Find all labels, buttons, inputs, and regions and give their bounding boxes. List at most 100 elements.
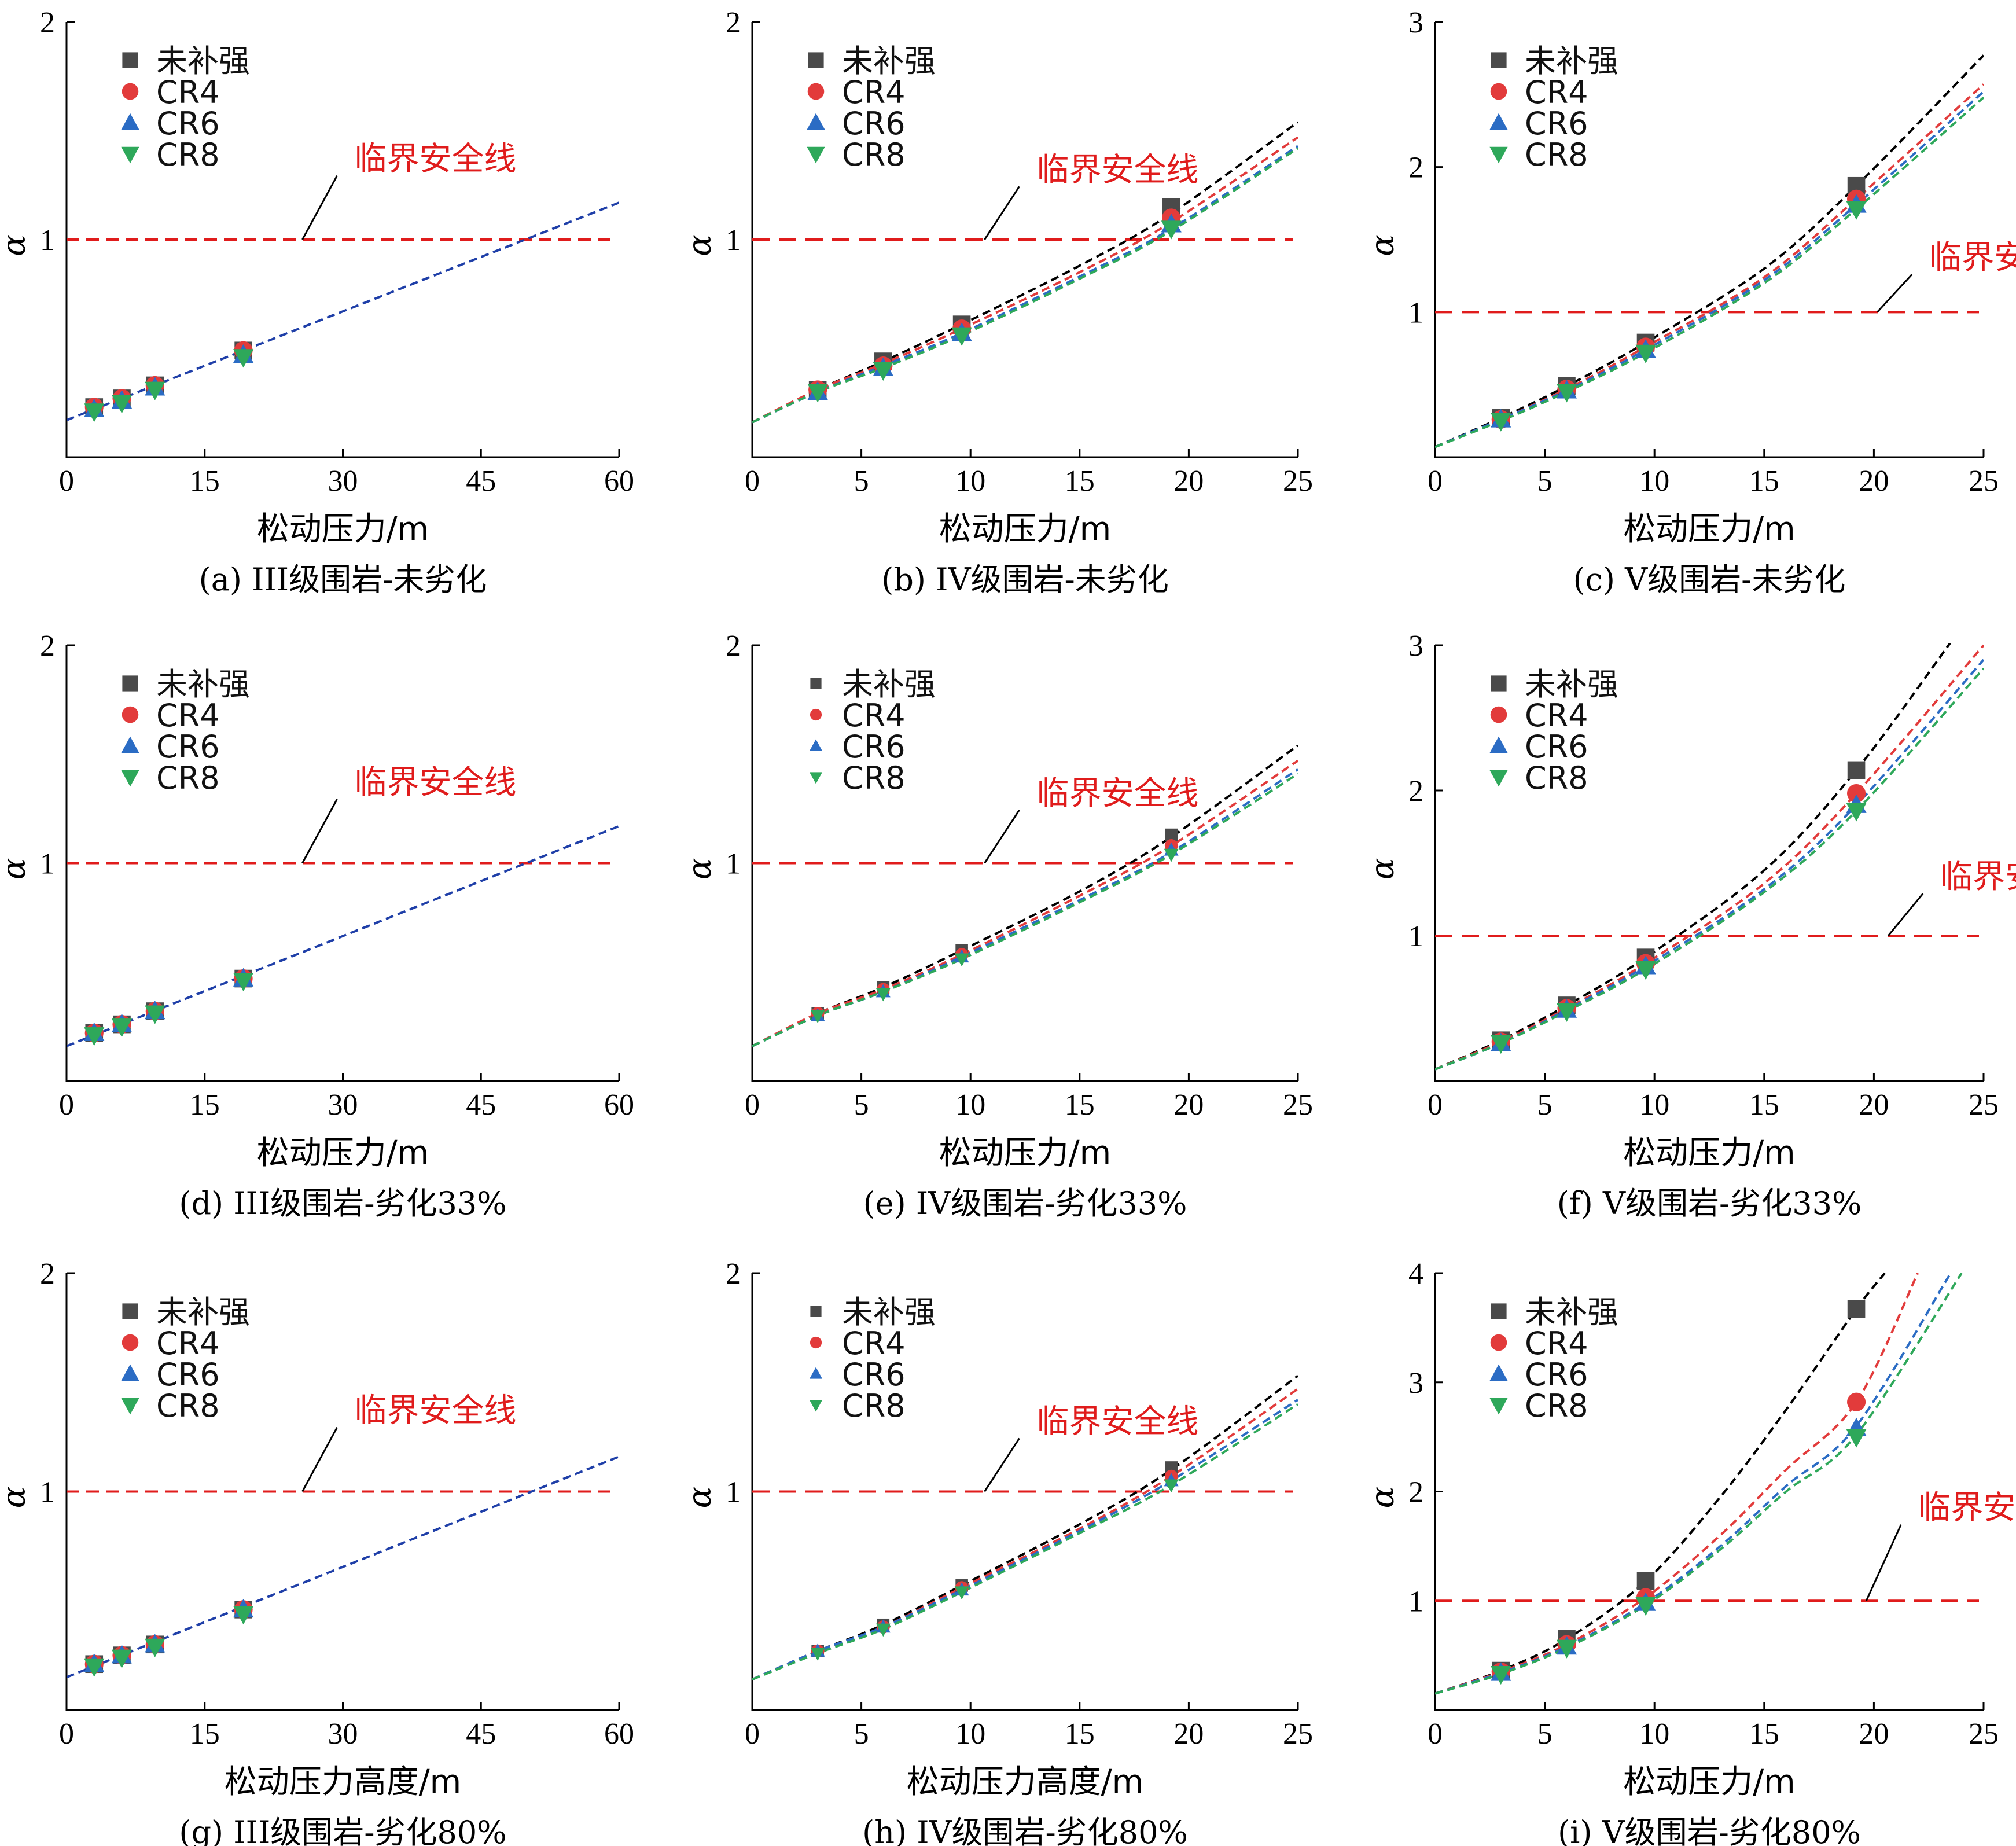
legend-label: CR6 — [1525, 729, 1588, 765]
y-tick-label: 3 — [1408, 1367, 1423, 1400]
data-point-square — [1847, 761, 1866, 779]
legend-marker-triangle-down — [121, 1398, 139, 1415]
x-tick-label: 30 — [328, 1089, 358, 1121]
data-point-triangle-down — [1635, 344, 1656, 363]
data-point-square — [1847, 1300, 1866, 1318]
legend-marker-triangle-down — [1489, 1398, 1508, 1415]
x-tick-label: 20 — [1173, 465, 1204, 498]
y-tick-label: 4 — [1408, 1257, 1423, 1290]
legend-label: CR8 — [156, 137, 220, 173]
fit-curves — [752, 1374, 1298, 1681]
y-tick-label: 1 — [726, 848, 741, 881]
critical-line-label: 临界安全线 — [355, 141, 517, 178]
legend-marker-square — [810, 678, 822, 689]
legend-marker-triangle-down — [807, 146, 825, 164]
x-tick-label: 15 — [1065, 465, 1095, 498]
legend-label: CR6 — [156, 729, 220, 765]
y-axis-label: α — [1364, 234, 1401, 256]
panel-caption: (f) V级围岩-劣化33% — [1557, 1185, 1862, 1222]
x-tick-label: 15 — [190, 465, 220, 498]
fit-curve — [1435, 644, 1984, 1071]
y-tick-label: 2 — [726, 630, 741, 663]
y-axis-label: α — [1364, 858, 1401, 880]
data-point-triangle-down — [1846, 1429, 1867, 1448]
chart-panel-d: 0 15 30 45 60 1 2 α 松动压力/m (d) III级围岩-劣化33% 临界安全线 未… — [0, 630, 634, 1222]
x-tick-label: 5 — [1537, 465, 1553, 498]
panel-caption: (d) III级围岩-劣化33% — [179, 1185, 506, 1222]
panel-caption: (g) III级围岩-劣化80% — [179, 1814, 506, 1846]
x-tick-label: 20 — [1859, 465, 1889, 498]
data-point-circle — [1846, 784, 1866, 803]
x-tick-label: 0 — [745, 1718, 760, 1751]
x-tick-label: 5 — [1537, 1089, 1553, 1121]
x-tick-label: 20 — [1173, 1718, 1204, 1751]
x-axis-label: 松动压力高度/m — [225, 1763, 461, 1801]
legend-label: CR8 — [156, 760, 220, 796]
fit-curves — [752, 121, 1298, 424]
x-tick-label: 0 — [745, 465, 760, 498]
fit-curve — [1435, 1272, 1952, 1695]
legend-marker-circle — [807, 83, 825, 100]
legend-label: CR6 — [1525, 1356, 1588, 1393]
x-tick-label: 0 — [59, 465, 74, 498]
critical-label-leader — [1888, 893, 1924, 936]
legend-label: CR6 — [156, 1356, 220, 1393]
fit-curve — [1435, 83, 1984, 448]
legend-label: CR8 — [1525, 1388, 1588, 1424]
x-axis-label: 松动压力/m — [1623, 1134, 1795, 1172]
data-point-triangle-down — [1164, 848, 1179, 862]
legend-label: 未补强 — [1525, 666, 1618, 703]
x-tick-label: 15 — [1065, 1089, 1095, 1121]
legend-marker-triangle-up — [1489, 113, 1508, 130]
y-tick-label: 1 — [1408, 920, 1423, 953]
data-point-triangle-down — [1556, 1639, 1577, 1659]
fit-curve — [752, 773, 1298, 1047]
legend-label: CR8 — [1525, 760, 1588, 796]
legend-label: CR4 — [1525, 74, 1588, 111]
fit-curves — [1435, 643, 1984, 1071]
axes-frame — [1434, 22, 1984, 458]
fit-curve — [752, 1399, 1298, 1680]
x-tick-label: 5 — [1537, 1718, 1553, 1751]
fit-curve — [752, 759, 1298, 1047]
data-point-triangle-down — [1164, 1479, 1179, 1493]
fit-curve — [1435, 1272, 1963, 1695]
legend-marker-triangle-up — [809, 1367, 823, 1379]
x-tick-label: 0 — [59, 1089, 74, 1121]
critical-label-leader — [301, 799, 338, 864]
x-tick-label: 45 — [466, 465, 496, 498]
data-point-triangle-down — [1491, 1035, 1511, 1054]
x-tick-label: 15 — [1749, 1718, 1779, 1751]
fit-curves — [1435, 54, 1984, 448]
x-tick-label: 0 — [745, 1089, 760, 1121]
y-axis-label: α — [681, 234, 719, 256]
legend-label: CR6 — [842, 105, 906, 142]
fit-curves — [1435, 1272, 1963, 1695]
panel-caption: (c) V级围岩-未劣化 — [1573, 561, 1846, 598]
legend-label: CR4 — [156, 74, 220, 111]
critical-line-label: 临界安全线 — [355, 764, 517, 801]
chart-panel-b: 0 5 10 15 20 25 1 2 α 松动压力/m (b) IV级围岩-未劣化 临界安全线 未补强… — [681, 6, 1313, 598]
fit-curve — [752, 744, 1298, 1047]
fit-curves — [67, 1455, 619, 1679]
data-point-triangle-down — [954, 1586, 969, 1600]
critical-label-leader — [984, 810, 1020, 864]
data-point-triangle-down — [145, 1005, 165, 1024]
legend-label: CR6 — [842, 1356, 906, 1393]
x-tick-label: 10 — [955, 1089, 985, 1121]
panel-caption: (i) V级围岩-劣化80% — [1558, 1814, 1861, 1846]
x-tick-label: 45 — [466, 1089, 496, 1121]
x-tick-label: 25 — [1969, 1718, 1999, 1751]
y-tick-label: 3 — [1408, 6, 1423, 39]
legend-marker-square — [122, 1303, 138, 1319]
legend-marker-triangle-up — [807, 113, 825, 130]
legend-marker-square — [1491, 1303, 1507, 1319]
legend-marker-triangle-up — [1489, 736, 1508, 753]
x-tick-label: 60 — [604, 465, 634, 498]
axes-frame — [1434, 645, 1984, 1082]
data-point-triangle-down — [1491, 413, 1511, 432]
fit-curve — [1435, 96, 1984, 448]
legend-marker-circle — [1490, 1334, 1507, 1351]
